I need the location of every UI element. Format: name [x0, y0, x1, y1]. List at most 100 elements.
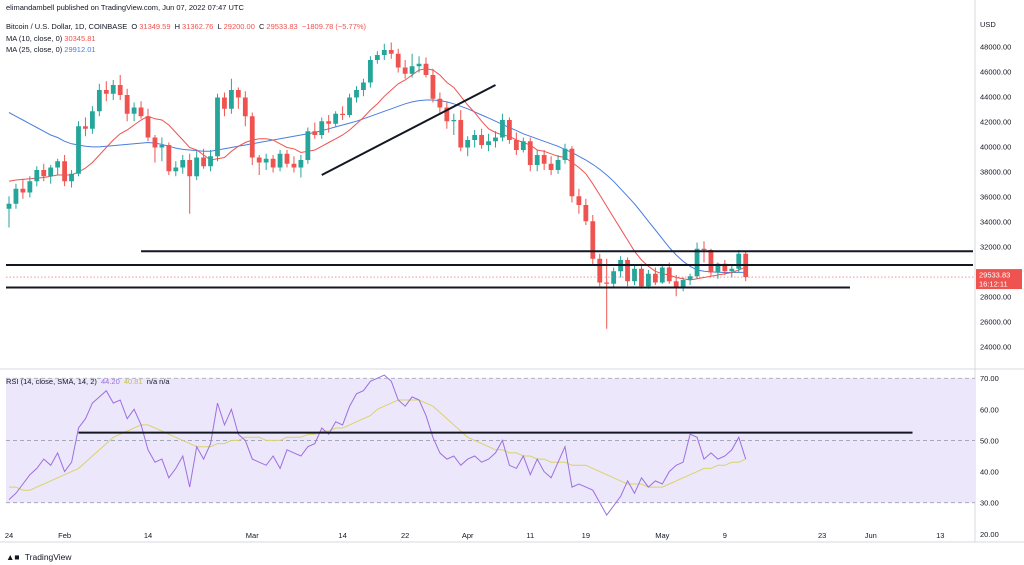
time-tick-label: 19	[582, 531, 590, 540]
time-tick-label: 13	[936, 531, 944, 540]
candle-body	[110, 85, 116, 94]
candle-body	[374, 55, 380, 60]
candle-body	[201, 157, 206, 167]
candle-body	[437, 98, 443, 108]
candle-body	[90, 111, 95, 129]
time-tick-label: May	[655, 531, 669, 540]
candle-body	[340, 113, 345, 115]
high-value: 31362.76	[182, 22, 214, 31]
rsi-tick-label: 60.00	[980, 405, 999, 414]
candle-body	[34, 170, 40, 182]
brand-label: TradingView	[24, 552, 72, 562]
time-tick-label: Mar	[246, 531, 259, 540]
candle-body	[500, 120, 505, 138]
candle-body	[62, 161, 67, 182]
price-tick-label: 42000.00	[980, 117, 1011, 126]
candle-body	[715, 263, 721, 273]
candle-body	[701, 248, 707, 250]
candle-body	[173, 167, 179, 172]
candle-body	[242, 97, 248, 117]
price-tick-label: 36000.00	[980, 192, 1011, 201]
candle-body	[465, 140, 471, 148]
candle-body	[576, 196, 582, 205]
candle-body	[194, 157, 200, 177]
change-value: −1809.78 (−5.77%)	[301, 22, 367, 31]
candle-body	[13, 188, 19, 204]
candle-body	[708, 250, 714, 273]
rsi-tick-label: 40.00	[980, 468, 999, 477]
price-tick-label: 46000.00	[980, 67, 1011, 76]
candle-body	[736, 253, 742, 269]
candle-body	[55, 161, 61, 168]
candle-body	[256, 157, 262, 163]
candle-body	[472, 135, 478, 140]
ma10-legend: MA (10, close, 0) 30345.81	[6, 34, 96, 43]
candle-body	[347, 97, 352, 115]
time-tick-label: 22	[401, 531, 409, 540]
ma10-line	[8, 68, 746, 281]
main-price-pane	[0, 0, 1024, 542]
candle-body	[298, 160, 304, 168]
rsi-tick-label: 30.00	[980, 499, 999, 508]
candle-body	[138, 107, 144, 117]
price-tick-label: 44000.00	[980, 92, 1011, 101]
candle-body	[604, 282, 610, 284]
candle-body	[513, 140, 519, 150]
symbol-title: Bitcoin / U.S. Dollar, 1D, COINBASE	[6, 22, 128, 31]
time-tick-label: 24	[5, 531, 13, 540]
candle-body	[402, 67, 408, 74]
time-tick-label: 23	[818, 531, 826, 540]
candle-body	[639, 268, 644, 287]
price-tick-label: 24000.00	[980, 342, 1011, 351]
footer: ▲■ TradingView	[6, 552, 72, 562]
candle-body	[479, 135, 484, 145]
candle-body	[569, 148, 575, 197]
candle-body	[48, 167, 54, 177]
candle-body	[652, 273, 658, 283]
candle-body	[458, 120, 464, 148]
candle-body	[208, 156, 213, 167]
rsi-pane	[0, 368, 1024, 543]
candle-body	[583, 205, 589, 222]
candle-body	[312, 131, 318, 135]
candle-body	[361, 82, 366, 90]
candle-body	[368, 60, 373, 83]
time-tick-label: Feb	[58, 531, 71, 540]
last-price-tag	[976, 269, 1022, 290]
candle-body	[430, 75, 436, 99]
candle-body	[215, 97, 220, 157]
price-pane-bg	[0, 0, 1024, 368]
candle-body	[632, 268, 637, 282]
candle-body	[326, 121, 332, 124]
candle-body	[263, 158, 269, 163]
candle-body	[562, 148, 568, 160]
candle-body	[117, 85, 123, 95]
candle-body	[722, 263, 728, 272]
candle-body	[235, 90, 241, 98]
candle-body	[249, 116, 255, 158]
candle-body	[451, 120, 457, 122]
candle-body	[680, 280, 686, 288]
rsi-tick-label: 50.00	[980, 436, 999, 445]
price-tick-label: 38000.00	[980, 167, 1011, 176]
price-tick-label: 28000.00	[980, 292, 1011, 301]
time-tick-label: 14	[144, 531, 152, 540]
candle-body	[416, 63, 422, 67]
candle-body	[277, 153, 283, 168]
candle-body	[729, 268, 735, 272]
candle-body	[103, 90, 109, 94]
candle-body	[507, 120, 512, 140]
candle-body	[597, 258, 603, 283]
candle-body	[555, 160, 561, 170]
candle-body	[381, 50, 387, 55]
rsi-ma-line	[9, 399, 746, 491]
candle-body	[694, 248, 700, 277]
rsi-tick-label: 20.00	[980, 530, 999, 539]
rsi-tick-label: 70.00	[980, 374, 999, 383]
candle-body	[388, 50, 394, 54]
candle-body	[270, 158, 276, 168]
candle-body	[527, 141, 533, 165]
open-value: 31349.59	[139, 22, 171, 31]
time-tick-label: 11	[526, 531, 534, 540]
